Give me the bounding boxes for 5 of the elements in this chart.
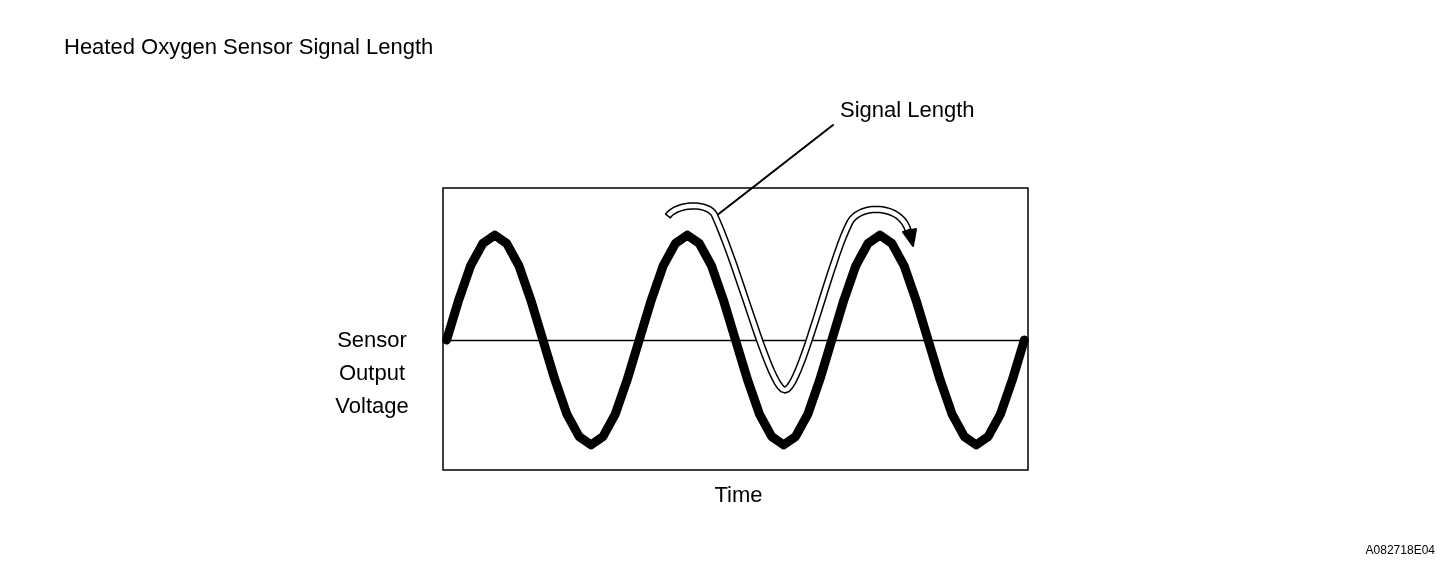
y-axis-title: Sensor Output Voltage xyxy=(335,327,409,418)
text: A082718E04 xyxy=(1365,543,1436,557)
x-axis-title: Time xyxy=(714,482,763,507)
text: Signal Length xyxy=(840,97,975,122)
text: Heated Oxygen Sensor Signal Length xyxy=(64,34,434,59)
